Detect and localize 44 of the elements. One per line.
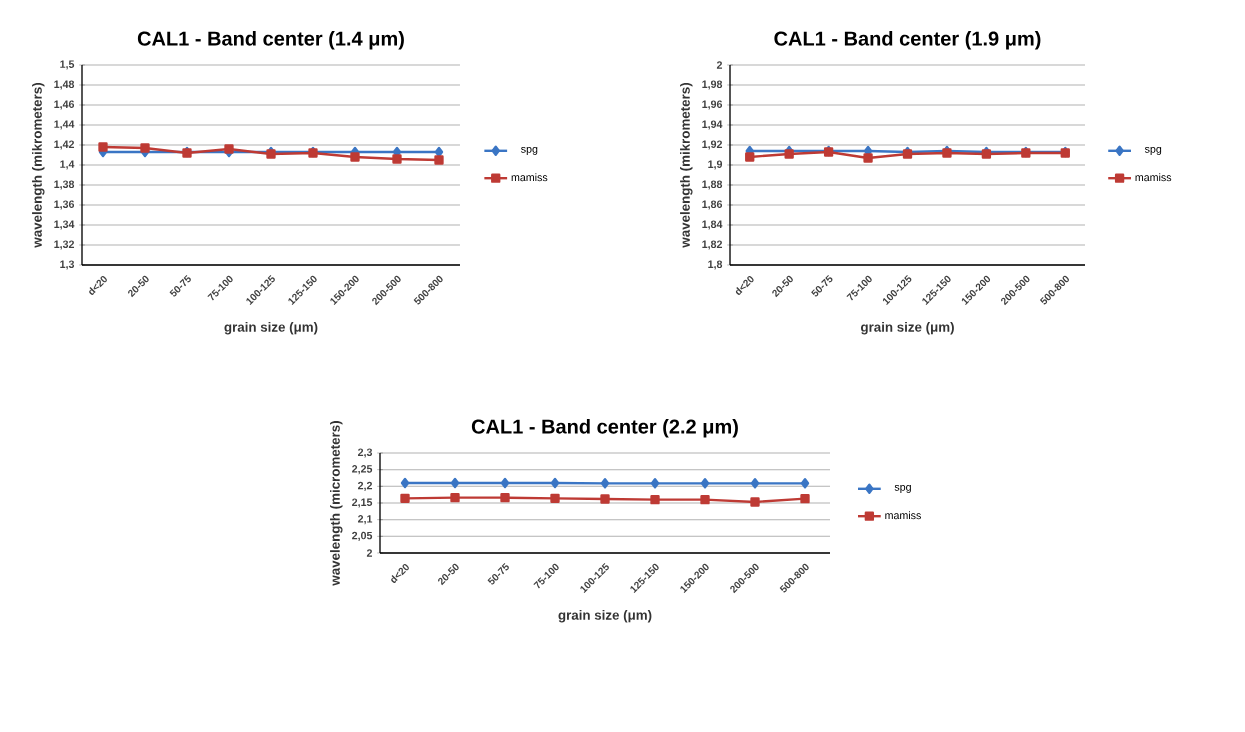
- x-axis-title: grain size (μm): [224, 321, 318, 335]
- x-axis-title: grain size (μm): [558, 609, 652, 623]
- y-axis-title: wavelength (mikrometers): [680, 83, 693, 248]
- y-tick-label: 1,88: [702, 180, 723, 190]
- y-tick-label: 1,98: [702, 80, 723, 90]
- legend-label: mamiss: [511, 173, 548, 182]
- y-tick-label: 1,3: [60, 260, 75, 270]
- y-tick-label: 1,84: [702, 220, 723, 230]
- y-tick-label: 2: [366, 549, 373, 557]
- chart-title: CAL1 - Band center (1.4 μm): [137, 30, 404, 50]
- y-tick-label: 2,05: [352, 531, 373, 541]
- y-tick-label: 1,92: [702, 140, 723, 150]
- legend-label: mamiss: [1135, 173, 1172, 182]
- y-tick-label: 1,44: [54, 120, 75, 130]
- y-tick-label: 2: [716, 61, 723, 69]
- y-tick-label: 1,32: [54, 240, 75, 250]
- y-tick-label: 2,1: [358, 515, 373, 525]
- chart-title: CAL1 - Band center (2.2 μm): [471, 418, 738, 438]
- y-tick-label: 1,34: [54, 220, 75, 230]
- legend-label: mamiss: [885, 511, 921, 520]
- chart-title: CAL1 - Band center (1.9 μm): [774, 30, 1041, 50]
- y-tick-label: 1,36: [54, 200, 75, 210]
- y-tick-label: 1,96: [702, 100, 723, 110]
- y-tick-label: 1,4: [60, 160, 75, 170]
- y-tick-label: 2,3: [358, 448, 373, 458]
- legend-label: spg: [894, 484, 911, 493]
- y-tick-label: 2,15: [352, 498, 373, 508]
- legend-label: spg: [521, 146, 538, 155]
- y-tick-label: 2,2: [358, 481, 373, 491]
- y-tick-label: 1,38: [54, 180, 75, 190]
- y-tick-label: 1,8: [708, 260, 723, 270]
- y-tick-label: 1,9: [708, 160, 723, 170]
- y-tick-label: 1,94: [702, 120, 723, 130]
- y-tick-label: 1,48: [54, 80, 75, 90]
- y-tick-label: 2,25: [352, 465, 373, 475]
- y-tick-label: 1,42: [54, 140, 75, 150]
- x-axis-title: grain size (μm): [861, 321, 954, 335]
- y-tick-label: 1,86: [702, 200, 723, 210]
- y-axis-title: wavelength (mikrometers): [32, 83, 45, 248]
- legend-label: spg: [1144, 146, 1162, 155]
- y-axis-title: wavelength (micrometers): [330, 421, 343, 586]
- y-tick-label: 1,5: [60, 60, 75, 70]
- y-tick-label: 1,82: [702, 240, 723, 250]
- y-tick-label: 1,46: [54, 100, 75, 110]
